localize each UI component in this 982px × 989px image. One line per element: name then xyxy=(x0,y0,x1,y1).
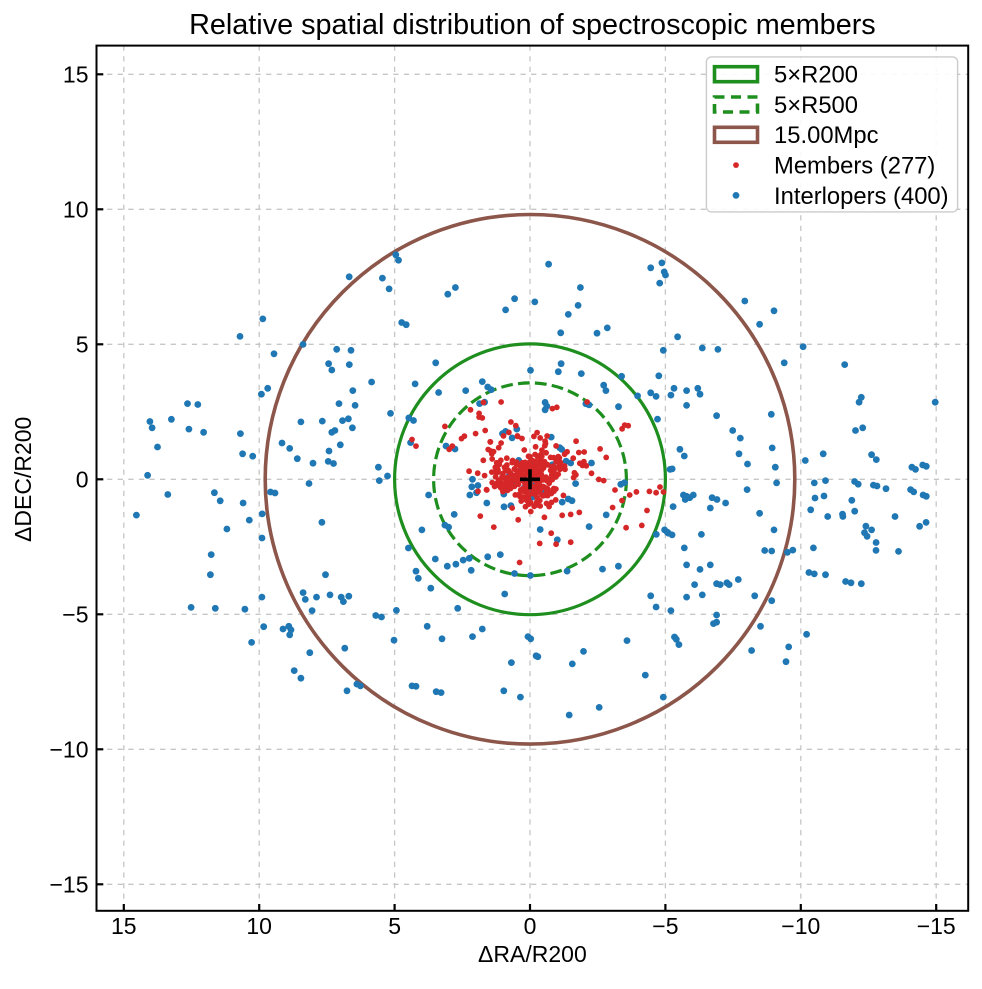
svg-text:−5: −5 xyxy=(652,913,678,939)
svg-text:−10: −10 xyxy=(781,913,820,939)
svg-text:15: 15 xyxy=(111,913,137,939)
svg-text:10: 10 xyxy=(63,197,89,223)
svg-text:ΔDEC/R200: ΔDEC/R200 xyxy=(10,417,36,542)
svg-text:5×R200: 5×R200 xyxy=(774,62,858,89)
svg-text:5: 5 xyxy=(76,332,89,358)
svg-text:−5: −5 xyxy=(62,602,88,628)
svg-text:Members (277): Members (277) xyxy=(774,153,935,180)
svg-text:5×R500: 5×R500 xyxy=(774,92,858,119)
svg-text:5: 5 xyxy=(388,913,401,939)
svg-text:15: 15 xyxy=(63,62,89,88)
svg-text:−10: −10 xyxy=(49,737,88,763)
svg-text:15.00Mpc: 15.00Mpc xyxy=(774,122,879,149)
svg-text:0: 0 xyxy=(524,913,537,939)
svg-text:−15: −15 xyxy=(49,872,88,898)
svg-text:ΔRA/R200: ΔRA/R200 xyxy=(478,941,587,967)
svg-text:10: 10 xyxy=(246,913,272,939)
svg-text:Interlopers (400): Interlopers (400) xyxy=(774,183,949,210)
svg-text:Relative spatial distribution: Relative spatial distribution of spectro… xyxy=(189,9,876,41)
svg-text:0: 0 xyxy=(76,467,89,493)
svg-text:−15: −15 xyxy=(917,913,956,939)
